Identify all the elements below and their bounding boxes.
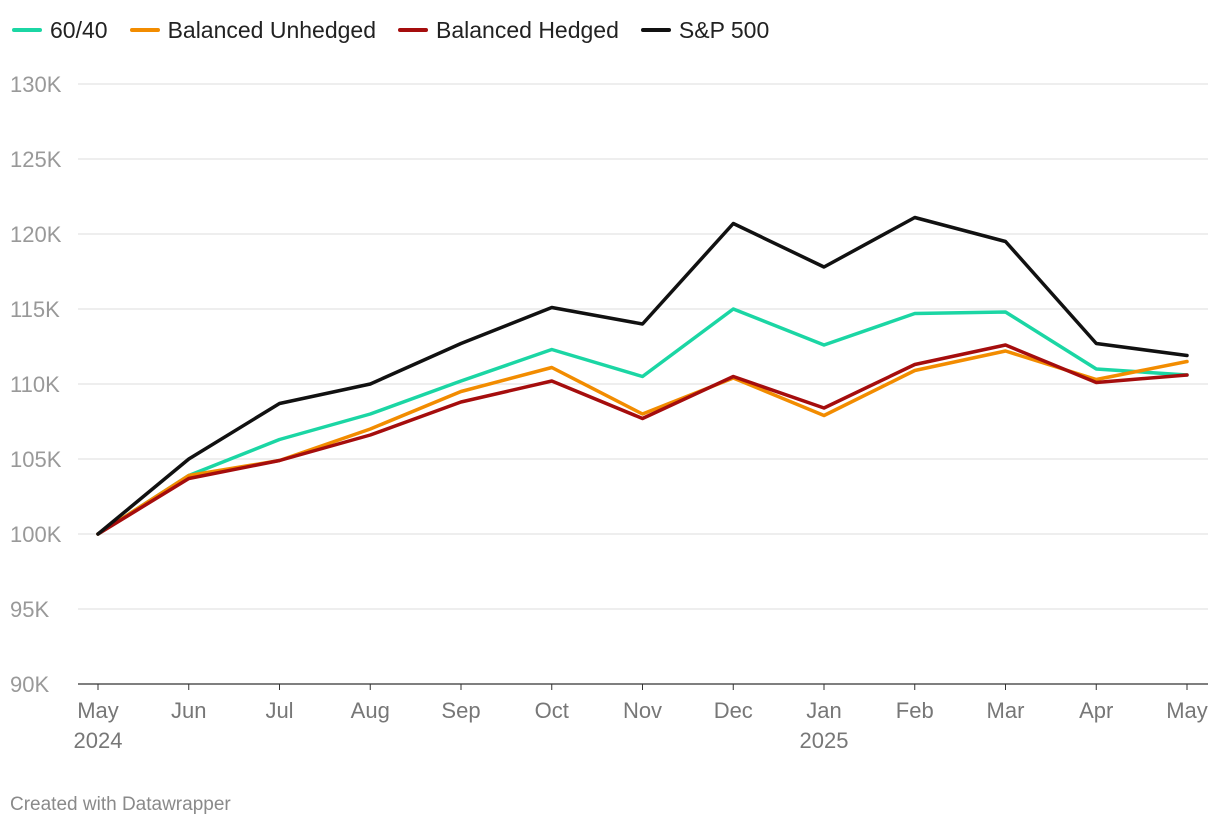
y-tick-label: 105K: [10, 447, 62, 472]
legend-swatch-60-40: [12, 28, 42, 32]
y-tick-label: 100K: [10, 522, 62, 547]
x-year-label: 2025: [800, 728, 849, 753]
y-tick-label: 90K: [10, 672, 49, 697]
legend-item-60-40[interactable]: 60/40: [12, 17, 108, 44]
gridlines: [78, 83, 1208, 685]
y-tick-label: 130K: [10, 72, 62, 97]
legend-item-sp500[interactable]: S&P 500: [640, 16, 770, 44]
x-tick-label: Nov: [623, 698, 662, 723]
y-tick-label: 95K: [10, 597, 49, 622]
series-lines: [96, 215, 1189, 536]
legend-item-balanced-unhedged[interactable]: Balanced Unhedged: [129, 16, 377, 44]
legend-label-balanced-unhedged: Balanced Unhedged: [167, 16, 377, 43]
y-tick-label: 110K: [10, 372, 60, 397]
legend-label-balanced-hedged: Balanced Hedged: [436, 16, 619, 43]
x-tick-label: Jun: [171, 698, 206, 723]
x-tick-label: Dec: [714, 698, 753, 723]
x-tick-label: May: [1166, 698, 1208, 723]
series-line-60-40[interactable]: [96, 307, 1189, 536]
x-axis-ticks: May Jun Jul Aug Sep Oct Nov Dec Jan Feb Mar Apr May 2…: [74, 684, 1208, 753]
series-line-s-p-500[interactable]: [96, 215, 1189, 536]
datawrapper-credit[interactable]: Created with Datawrapper: [10, 794, 231, 815]
y-tick-label: 120K: [10, 222, 62, 247]
x-tick-label: Aug: [351, 698, 390, 723]
x-tick-label: Jul: [265, 698, 293, 723]
x-year-label: 2024: [74, 728, 123, 753]
chart-legend: 60/40 Balanced Unhedged Balanced Hedged …: [12, 14, 791, 46]
legend-swatch-balanced-unhedged: [129, 28, 160, 32]
y-tick-label: 115K: [10, 297, 60, 322]
x-tick-label: Feb: [896, 698, 934, 723]
legend-swatch-balanced-hedged: [398, 28, 429, 32]
series-line-balanced-hedged[interactable]: [96, 343, 1189, 536]
legend-item-balanced-hedged[interactable]: Balanced Hedged: [398, 17, 619, 44]
legend-label-60-40: 60/40: [50, 16, 108, 43]
x-tick-label: Mar: [987, 698, 1025, 723]
y-axis-ticks: 90K 95K 100K 105K 110K 115K 120K 125K 130K: [10, 72, 62, 697]
x-tick-label: Sep: [441, 698, 480, 723]
x-tick-label: Jan: [806, 698, 841, 723]
x-tick-label: May: [77, 698, 119, 723]
legend-label-sp500: S&P 500: [678, 16, 770, 43]
x-tick-label: Apr: [1079, 698, 1113, 723]
legend-swatch-sp500: [640, 28, 671, 32]
series-line-balanced-unhedged[interactable]: [96, 349, 1189, 536]
y-tick-label: 125K: [10, 147, 62, 172]
x-tick-label: Oct: [535, 698, 569, 723]
line-chart: 90K 95K 100K 105K 110K 115K 120K 125K 130K May Ju…: [10, 72, 1208, 753]
